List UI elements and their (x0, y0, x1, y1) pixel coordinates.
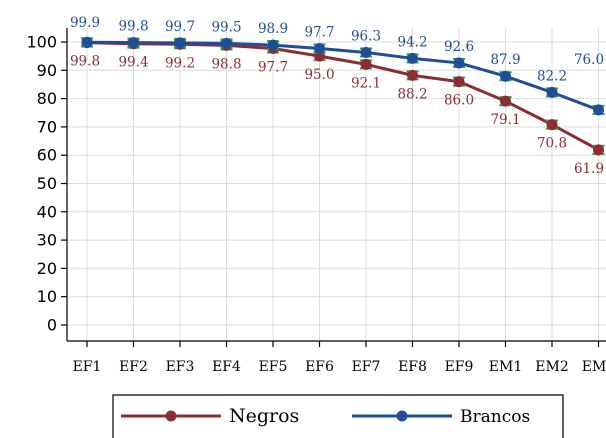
legend: Negros Brancos (112, 394, 564, 438)
data-label-brancos: 94.2 (397, 34, 427, 50)
data-label-brancos: 97.7 (304, 25, 334, 41)
legend-marker-negros (165, 410, 177, 422)
legend-marker-brancos (396, 410, 408, 422)
x-tick-label: EF8 (398, 359, 427, 375)
data-label-negros: 70.8 (537, 136, 567, 152)
y-tick-label: 60 (37, 146, 57, 165)
data-label-negros: 92.1 (351, 75, 381, 91)
y-tick-label: 70 (37, 117, 57, 136)
axes (61, 28, 606, 347)
data-labels: 99.9 99.8 99.7 99.5 98.9 97.7 96.3 94.2 92.6 87.9… (70, 15, 604, 177)
data-point (546, 119, 558, 131)
series-line-brancos (86, 40, 600, 112)
y-tick-label: 0 (47, 316, 57, 335)
data-label-brancos: 96.3 (351, 28, 381, 44)
y-tick-label: 30 (37, 231, 57, 250)
x-tick-label: EF4 (212, 359, 241, 375)
data-point (128, 37, 139, 49)
data-point (593, 104, 604, 116)
data-label-negros: 99.8 (70, 54, 100, 70)
legend-label-brancos: Brancos (460, 407, 530, 427)
x-tick-label: EF1 (73, 359, 102, 375)
data-label-negros: 61.9 (574, 161, 604, 177)
data-label-brancos: 82.2 (537, 68, 567, 84)
data-label-brancos: 99.7 (165, 19, 195, 35)
data-point (81, 36, 93, 48)
data-label-negros: 86.0 (444, 93, 474, 109)
data-label-brancos: 87.9 (490, 52, 520, 68)
data-label-negros: 99.2 (165, 55, 195, 71)
data-label-brancos: 99.8 (118, 19, 148, 35)
series (81, 36, 605, 156)
y-tick-label: 90 (37, 61, 57, 80)
data-point (221, 37, 232, 49)
x-tick-label: EM2 (535, 359, 568, 375)
y-tick-label: 20 (37, 259, 57, 278)
grid-lines (67, 28, 606, 341)
data-point (267, 39, 279, 51)
data-point (407, 69, 418, 81)
data-point (314, 43, 325, 55)
x-tick-label: EF5 (259, 359, 288, 375)
data-label-negros: 98.8 (211, 56, 241, 72)
data-label-negros: 79.1 (490, 112, 520, 128)
data-point (174, 37, 186, 49)
x-tick-label: EM3 (582, 359, 606, 375)
data-label-brancos: 99.5 (211, 19, 241, 35)
data-label-negros: 95.0 (304, 67, 334, 83)
series-line-negros (86, 41, 600, 152)
x-tick-label: EF9 (445, 359, 474, 375)
data-point (546, 86, 558, 98)
y-tick-label: 10 (37, 287, 57, 306)
x-tick-labels: EF1 EF2 EF3 EF4 EF5 EF6 EF7 EF8 EF9 EM1 EM2 EM3 (73, 359, 606, 375)
x-tick-label: EF6 (305, 359, 334, 375)
data-point (500, 95, 511, 107)
legend-label-negros: Negros (229, 405, 299, 427)
y-tick-label: 40 (37, 202, 57, 221)
y-tick-label: 100 (26, 33, 57, 52)
data-label-brancos: 99.9 (70, 15, 100, 31)
x-tick-label: EM1 (489, 359, 522, 375)
x-tick-label: EF7 (352, 359, 381, 375)
data-point (453, 76, 465, 88)
y-tick-label: 80 (37, 89, 57, 108)
data-label-negros: 97.7 (258, 60, 288, 76)
data-label-negros: 88.2 (397, 86, 427, 102)
x-tick-label: EF2 (119, 359, 148, 375)
y-tick-label: 50 (37, 174, 57, 193)
x-tick-label: EF3 (166, 359, 195, 375)
data-label-brancos: 92.6 (444, 39, 474, 55)
data-point (407, 52, 418, 64)
data-point (360, 46, 372, 58)
y-tick-labels: 0 10 20 30 40 50 60 70 80 90 100 (26, 33, 57, 335)
data-point (500, 70, 511, 82)
data-point (360, 58, 372, 70)
data-label-negros: 99.4 (118, 55, 148, 71)
data-label-brancos: 76.0 (574, 52, 604, 68)
data-label-brancos: 98.9 (258, 21, 288, 37)
data-point (453, 57, 465, 69)
data-point (593, 144, 604, 156)
